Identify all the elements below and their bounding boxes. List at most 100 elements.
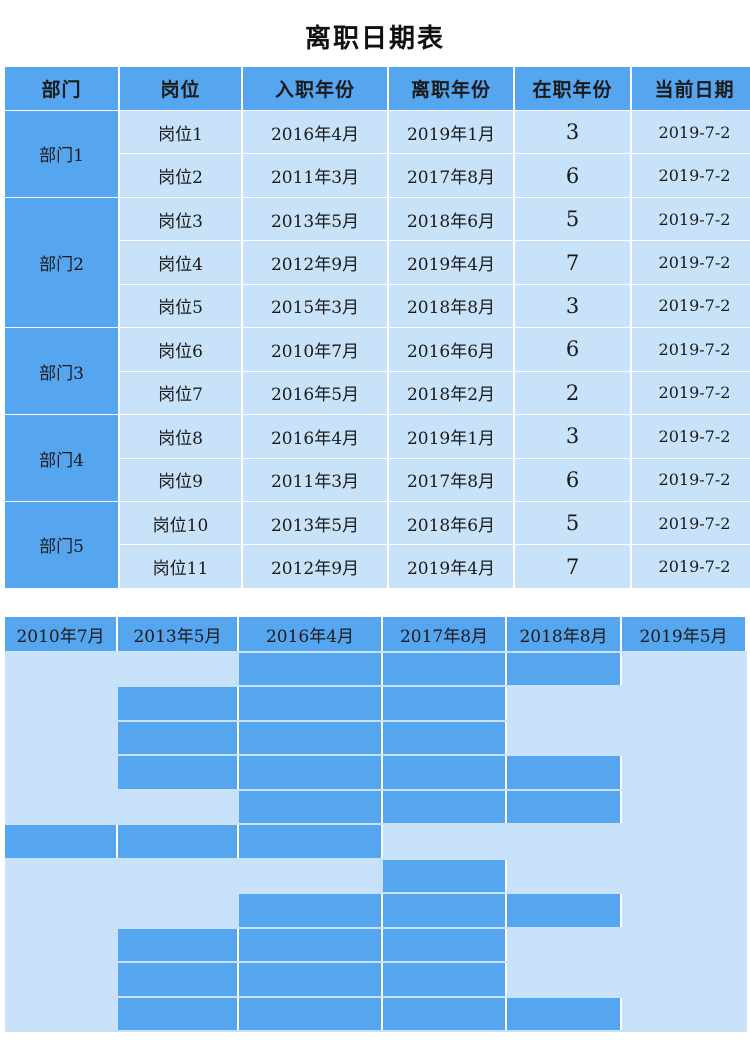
- end-date-cell: 2018年6月: [389, 501, 513, 545]
- timeline-bar-segment: [239, 963, 383, 996]
- years-cell: 7: [515, 241, 630, 284]
- resignation-table: 部门 岗位 入职年份 离职年份 在职年份 当前日期 部门1 部门2 部门3 部门4 部门5 岗位1 20…: [5, 67, 750, 588]
- years-cell: 6: [515, 458, 630, 501]
- timeline-bar-segment: [507, 790, 622, 824]
- end-date-cell: 2019年4月: [389, 545, 513, 588]
- position-cell: 岗位10: [120, 501, 241, 545]
- timeline-empty-cell: [118, 894, 239, 927]
- timeline-bar-segment: [118, 721, 239, 755]
- current-date-cell: 2019-7-2: [632, 415, 750, 458]
- current-date-cell: 2019-7-2: [632, 111, 750, 154]
- timeline-bar-segment: [5, 825, 118, 858]
- timeline-bar-segment: [383, 997, 507, 1031]
- timeline-bar-segment: [507, 756, 622, 789]
- department-cell: 部门1: [5, 111, 118, 197]
- timeline-empty-cell: [118, 652, 239, 686]
- end-date-cell: 2018年6月: [389, 197, 513, 241]
- timeline-empty-cell: [5, 963, 118, 996]
- timeline-bar-segment: [383, 721, 507, 755]
- timeline-bar-segment: [383, 687, 507, 720]
- timeline-empty-cell: [622, 687, 747, 720]
- years-cell: 3: [515, 415, 630, 458]
- end-date-cell: 2016年6月: [389, 328, 513, 371]
- start-date-cell: 2016年4月: [243, 415, 387, 458]
- timeline-empty-cell: [507, 721, 622, 755]
- timeline-empty-cell: [5, 721, 118, 755]
- timeline-empty-cell: [5, 652, 118, 686]
- timeline-empty-cell: [239, 859, 383, 893]
- years-cell: 5: [515, 197, 630, 241]
- timeline-empty-cell: [622, 652, 747, 686]
- timeline-empty-cell: [5, 859, 118, 893]
- position-cell: 岗位3: [120, 197, 241, 241]
- current-date-cell: 2019-7-2: [632, 371, 750, 415]
- timeline-bar-segment: [383, 859, 507, 893]
- years-cell: 3: [515, 111, 630, 154]
- timeline-empty-cell: [5, 756, 118, 789]
- start-date-cell: 2013年5月: [243, 197, 387, 241]
- start-date-cell: 2012年9月: [243, 241, 387, 284]
- column-header: 当前日期: [632, 67, 750, 110]
- years-cell: 3: [515, 284, 630, 328]
- timeline-bar-segment: [383, 928, 507, 962]
- department-cell: 部门4: [5, 415, 118, 501]
- timeline-header: 2013年5月: [118, 617, 239, 651]
- timeline-bar-segment: [118, 997, 239, 1031]
- years-cell: 7: [515, 545, 630, 588]
- timeline-empty-cell: [622, 997, 747, 1031]
- years-cell: 5: [515, 501, 630, 545]
- start-date-cell: 2015年3月: [243, 284, 387, 328]
- timeline-bar-segment: [239, 997, 383, 1031]
- timeline-bar-segment: [239, 790, 383, 824]
- start-date-cell: 2013年5月: [243, 501, 387, 545]
- end-date-cell: 2018年2月: [389, 371, 513, 415]
- current-date-cell: 2019-7-2: [632, 197, 750, 241]
- timeline-empty-cell: [622, 790, 747, 824]
- timeline-bar-segment: [118, 756, 239, 789]
- position-cell: 岗位4: [120, 241, 241, 284]
- start-date-cell: 2012年9月: [243, 545, 387, 588]
- timeline-bar-segment: [383, 790, 507, 824]
- timeline-empty-cell: [622, 756, 747, 789]
- timeline-bar-segment: [507, 894, 622, 927]
- end-date-cell: 2017年8月: [389, 154, 513, 197]
- end-date-cell: 2019年1月: [389, 415, 513, 458]
- timeline-bar-segment: [383, 963, 507, 996]
- column-header: 部门: [5, 67, 118, 110]
- timeline-empty-cell: [118, 859, 239, 893]
- start-date-cell: 2010年7月: [243, 328, 387, 371]
- timeline-empty-cell: [622, 859, 747, 893]
- timeline-empty-cell: [622, 894, 747, 927]
- current-date-cell: 2019-7-2: [632, 328, 750, 371]
- position-cell: 岗位2: [120, 154, 241, 197]
- timeline-empty-cell: [507, 963, 622, 996]
- timeline-bar-segment: [507, 997, 622, 1031]
- position-cell: 岗位11: [120, 545, 241, 588]
- current-date-cell: 2019-7-2: [632, 284, 750, 328]
- department-cell: 部门5: [5, 501, 118, 588]
- timeline-empty-cell: [507, 825, 622, 858]
- timeline-empty-cell: [5, 687, 118, 720]
- column-header: 入职年份: [243, 67, 387, 110]
- timeline-header: 2017年8月: [383, 617, 507, 651]
- current-date-cell: 2019-7-2: [632, 241, 750, 284]
- timeline-empty-cell: [118, 790, 239, 824]
- timeline-empty-cell: [622, 825, 747, 858]
- timeline-bar-segment: [239, 928, 383, 962]
- timeline-bar-segment: [239, 756, 383, 789]
- end-date-cell: 2018年8月: [389, 284, 513, 328]
- start-date-cell: 2016年5月: [243, 371, 387, 415]
- timeline-header: 2018年8月: [507, 617, 622, 651]
- column-header: 离职年份: [389, 67, 513, 110]
- current-date-cell: 2019-7-2: [632, 545, 750, 588]
- timeline-bar-segment: [118, 928, 239, 962]
- timeline-bar-segment: [239, 894, 383, 927]
- position-cell: 岗位1: [120, 111, 241, 154]
- timeline-empty-cell: [622, 721, 747, 755]
- timeline-empty-cell: [5, 790, 118, 824]
- timeline-bar-segment: [507, 652, 622, 686]
- timeline-empty-cell: [622, 963, 747, 996]
- timeline-bar-segment: [383, 756, 507, 789]
- years-cell: 2: [515, 371, 630, 415]
- timeline-header: 2010年7月: [5, 617, 118, 651]
